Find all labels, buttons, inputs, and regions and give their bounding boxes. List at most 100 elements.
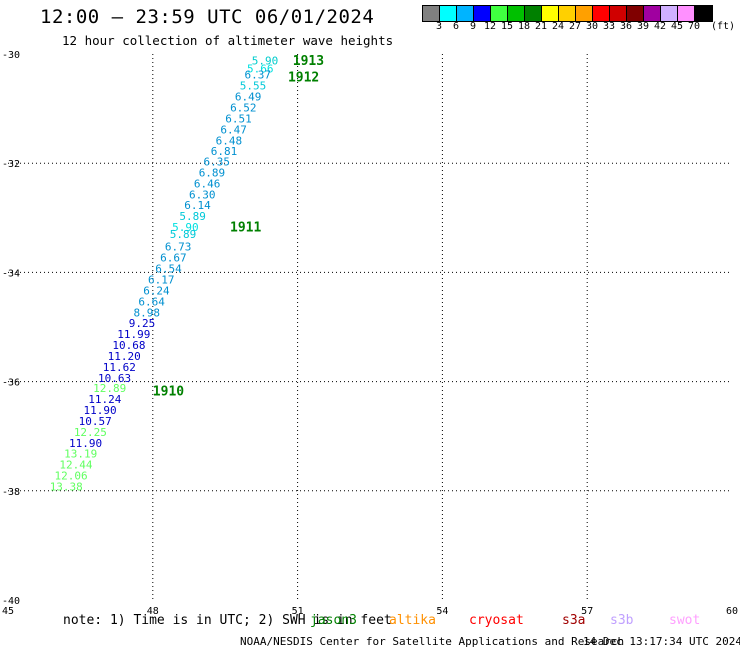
wave-height-value: 6.89 xyxy=(199,166,226,179)
wave-height-value: 12.89 xyxy=(93,382,126,395)
legend-swatch xyxy=(644,6,661,21)
lon-tick-label: 48 xyxy=(147,606,159,617)
wave-height-value: 10.57 xyxy=(79,415,112,428)
wave-height-value: 10.63 xyxy=(98,372,131,385)
wave-height-value: 6.17 xyxy=(148,273,175,286)
wave-height-value: 13.38 xyxy=(50,480,83,493)
pass-time-label: 1911 xyxy=(230,221,261,236)
lat-tick-label: -40 xyxy=(2,596,20,607)
wave-height-value: 11.90 xyxy=(83,404,116,417)
wave-height-value: 6.52 xyxy=(230,102,257,115)
legend-swatch xyxy=(457,6,474,21)
wave-height-value: 6.46 xyxy=(194,177,221,190)
satellite-cryosat: cryosat xyxy=(469,613,524,628)
wave-height-value: 9.25 xyxy=(129,317,156,330)
map-title: 12:00 – 23:59 UTC 06/01/2024 xyxy=(40,6,375,28)
legend-label: 39 xyxy=(636,21,650,32)
legend-swatch xyxy=(661,6,678,21)
lat-tick-label: -36 xyxy=(2,378,20,389)
satellite-swot: swot xyxy=(669,613,701,628)
legend-swatch xyxy=(559,6,576,21)
satellite-jason3: jason3 xyxy=(310,613,357,628)
lon-tick-label: 60 xyxy=(726,606,738,617)
legend-label: 30 xyxy=(585,21,599,32)
satellite-s3a: s3a xyxy=(562,613,586,628)
legend-label: 42 xyxy=(653,21,667,32)
legend-swatch xyxy=(440,6,457,21)
legend-swatch xyxy=(627,6,644,21)
wave-height-value: 6.67 xyxy=(160,252,187,265)
wave-height-value: 5.89 xyxy=(179,210,206,223)
lat-tick-label: -30 xyxy=(2,50,20,61)
wave-height-value: 6.35 xyxy=(204,156,231,169)
wave-height-value: 6.64 xyxy=(138,295,165,308)
wave-height-value: 6.48 xyxy=(216,134,243,147)
wave-height-value: 11.90 xyxy=(69,437,102,450)
satellite-s3b: s3b xyxy=(610,613,634,628)
wave-height-value: 10.68 xyxy=(112,339,145,352)
legend-swatch xyxy=(593,6,610,21)
color-legend xyxy=(422,5,713,22)
lat-tick-label: -38 xyxy=(2,487,20,498)
legend-swatch xyxy=(508,6,525,21)
wave-height-value: 6.54 xyxy=(155,263,182,276)
legend-swatch xyxy=(542,6,559,21)
wave-height-value: 13.19 xyxy=(64,448,97,461)
legend-label: 36 xyxy=(619,21,633,32)
legend-label: 27 xyxy=(568,21,582,32)
pass-time-label: 1912 xyxy=(288,70,319,85)
wave-height-value: 12.44 xyxy=(59,459,92,472)
legend-label: 70 xyxy=(687,21,701,32)
wave-height-value: 5.66 xyxy=(247,63,274,76)
wave-height-value: 8.98 xyxy=(134,306,161,319)
wave-height-value: 6.51 xyxy=(225,112,252,125)
wave-height-value: 5.90 xyxy=(252,55,279,68)
lon-tick-label: 57 xyxy=(581,606,593,617)
wave-height-value: 6.81 xyxy=(211,145,238,158)
legend-label: 6 xyxy=(452,21,460,32)
legend-swatch xyxy=(610,6,627,21)
legend-label: 15 xyxy=(500,21,514,32)
wave-height-value: 11.24 xyxy=(88,393,121,406)
legend-swatch xyxy=(491,6,508,21)
wave-height-value: 6.24 xyxy=(143,284,170,297)
legend-label: 12 xyxy=(483,21,497,32)
legend-swatch xyxy=(525,6,542,21)
wave-height-value: 5.89 xyxy=(170,228,197,241)
wave-height-value: 11.20 xyxy=(108,350,141,363)
legend-swatch xyxy=(678,6,695,21)
wave-height-value: 11.62 xyxy=(103,361,136,374)
satellite-altika: altika xyxy=(389,613,436,628)
generated-timestamp: 14 Dec 13:17:34 UTC 2024 xyxy=(583,635,740,648)
wave-height-value: 6.73 xyxy=(165,241,192,254)
wave-height-value: 12.25 xyxy=(74,426,107,439)
legend-swatch xyxy=(423,6,440,21)
lon-tick-label: 45 xyxy=(2,606,14,617)
lat-tick-label: -34 xyxy=(2,268,20,279)
legend-swatch xyxy=(695,6,712,21)
legend-label: 45 xyxy=(670,21,684,32)
wave-height-value: 11.99 xyxy=(117,328,150,341)
wave-height-value: 6.37 xyxy=(245,69,272,82)
wave-height-value: 6.49 xyxy=(235,91,262,104)
legend-swatch xyxy=(576,6,593,21)
legend-label: 24 xyxy=(551,21,565,32)
lon-tick-label: 54 xyxy=(436,606,448,617)
legend-swatch xyxy=(474,6,491,21)
legend-label: 3 xyxy=(435,21,443,32)
wave-height-value: 6.47 xyxy=(220,123,247,136)
wave-height-value: 5.55 xyxy=(240,80,267,93)
pass-time-label: 1913 xyxy=(293,54,324,69)
wave-height-value: 12.06 xyxy=(55,470,88,483)
legend-label: 33 xyxy=(602,21,616,32)
lat-tick-label: -32 xyxy=(2,159,20,170)
lon-tick-label: 51 xyxy=(292,606,304,617)
legend-label: 9 xyxy=(469,21,477,32)
wave-height-value: 6.14 xyxy=(184,199,211,212)
legend-label: 21 xyxy=(534,21,548,32)
wave-height-value: 6.30 xyxy=(189,188,216,201)
legend-unit: (ft) xyxy=(711,21,736,32)
credit-line: NOAA/NESDIS Center for Satellite Applica… xyxy=(240,635,625,648)
map-subtitle: 12 hour collection of altimeter wave hei… xyxy=(62,33,394,48)
